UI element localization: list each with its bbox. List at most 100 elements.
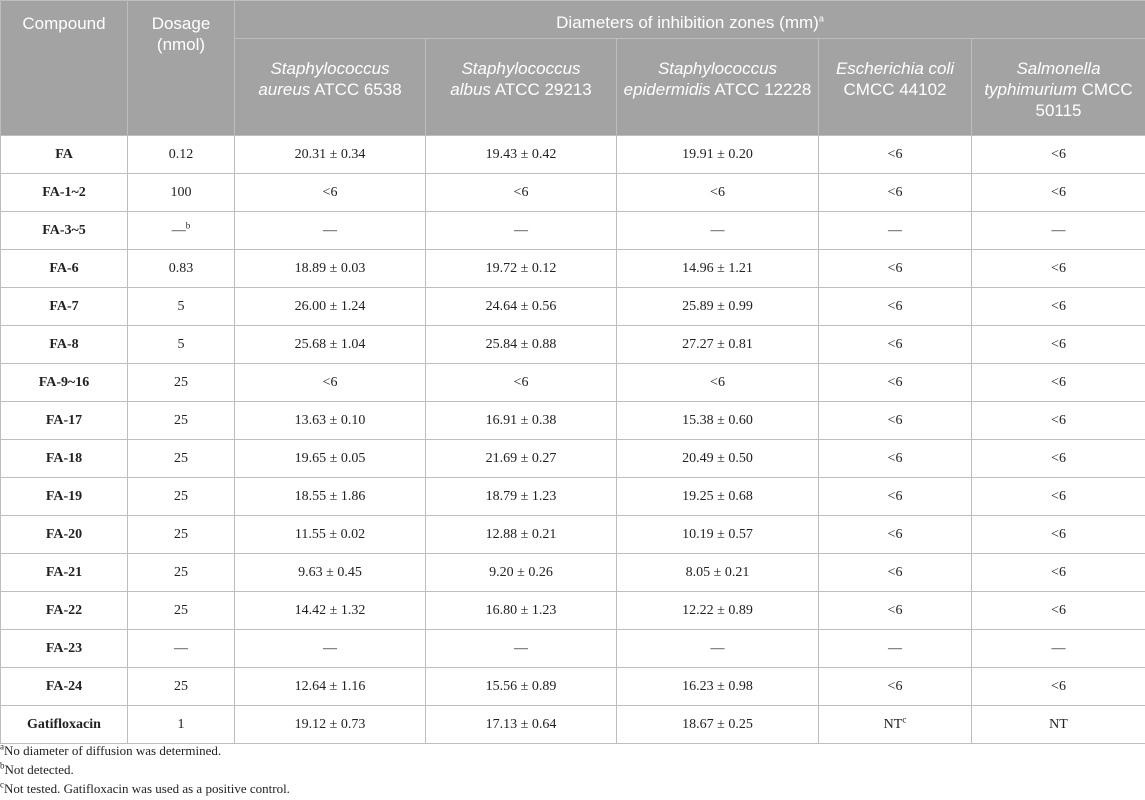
value-cell: <6 [818, 477, 972, 516]
table-row: FA-23— — — — — — [0, 629, 1145, 668]
table-row: FA-17 25 13.63 ± 0.10 16.91 ± 0.38 15.38 ± 0… [0, 401, 1145, 440]
dosage-cell: — [127, 629, 235, 668]
value-cell: 15.38 ± 0.60 [616, 401, 819, 440]
value-cell: 14.42 ± 1.32 [234, 591, 426, 630]
compound-cell: FA-19 [0, 477, 128, 516]
header-organism: Salmonella typhimurium CMCC 50115 [971, 38, 1145, 136]
value-cell: 15.56 ± 0.89 [425, 667, 617, 706]
value-cell: 17.13 ± 0.64 [425, 705, 617, 744]
value-cell: <6 [818, 553, 972, 592]
value-cell: 18.89 ± 0.03 [234, 249, 426, 288]
value-cell: 25.68 ± 1.04 [234, 325, 426, 364]
dosage-cell: 25 [127, 515, 235, 554]
dosage-cell: 0.83 [127, 249, 235, 288]
value-cell: <6 [971, 401, 1145, 440]
compound-cell: FA-23 [0, 629, 128, 668]
value-cell: <6 [818, 401, 972, 440]
value-cell: 19.91 ± 0.20 [616, 135, 819, 174]
value-cell: <6 [818, 515, 972, 554]
dosage-cell: —b [127, 211, 235, 250]
header-organism: Staphylococcus aureus ATCC 6538 [234, 38, 426, 136]
value-cell: <6 [818, 591, 972, 630]
table-row: FA-9~16 25 <6 <6 <6 <6 <6 [0, 363, 1145, 402]
dosage-cell: 5 [127, 287, 235, 326]
dosage-cell: 25 [127, 401, 235, 440]
inhibition-zone-table: Compound Dosage (nmol) Diameters of inhib… [0, 0, 1145, 744]
value-cell: 21.69 ± 0.27 [425, 439, 617, 478]
dosage-cell: 5 [127, 325, 235, 364]
value-cell: 25.84 ± 0.88 [425, 325, 617, 364]
value-cell: <6 [818, 249, 972, 288]
compound-cell: FA-17 [0, 401, 128, 440]
value-cell: 20.49 ± 0.50 [616, 439, 819, 478]
dosage-cell: 100 [127, 173, 235, 212]
value-cell: — [818, 629, 972, 668]
value-cell: NTc [818, 705, 972, 744]
value-cell: <6 [971, 439, 1145, 478]
header-organism: Staphylococcus epidermidis ATCC 12228 [616, 38, 819, 136]
value-cell: <6 [616, 363, 819, 402]
value-cell: 18.79 ± 1.23 [425, 477, 617, 516]
value-cell: NT [971, 705, 1145, 744]
value-cell: <6 [818, 325, 972, 364]
value-cell: <6 [971, 325, 1145, 364]
compound-cell: Gatifloxacin [0, 705, 128, 744]
value-cell: 26.00 ± 1.24 [234, 287, 426, 326]
table-row: FA-1~2 100 <6 <6 <6 <6 <6 [0, 173, 1145, 212]
compound-cell: FA-7 [0, 287, 128, 326]
value-cell: <6 [818, 287, 972, 326]
value-cell: 9.63 ± 0.45 [234, 553, 426, 592]
value-cell: 16.91 ± 0.38 [425, 401, 617, 440]
value-cell: 11.55 ± 0.02 [234, 515, 426, 554]
value-cell: 18.67 ± 0.25 [616, 705, 819, 744]
compound-cell: FA-9~16 [0, 363, 128, 402]
value-cell: 24.64 ± 0.56 [425, 287, 617, 326]
table-row: FA 0.12 20.31 ± 0.34 19.43 ± 0.42 19.91 ± 0.… [0, 135, 1145, 174]
value-cell: <6 [425, 173, 617, 212]
table-row: FA-7 5 26.00 ± 1.24 24.64 ± 0.56 25.89 ± 0.9… [0, 287, 1145, 326]
compound-cell: FA-21 [0, 553, 128, 592]
value-cell: <6 [425, 363, 617, 402]
value-cell: — [425, 211, 617, 250]
value-cell: 12.22 ± 0.89 [616, 591, 819, 630]
dosage-cell: 25 [127, 667, 235, 706]
value-cell: <6 [234, 173, 426, 212]
value-cell: <6 [971, 667, 1145, 706]
value-cell: <6 [234, 363, 426, 402]
value-cell: 19.43 ± 0.42 [425, 135, 617, 174]
compound-cell: FA [0, 135, 128, 174]
footnote: aNo diameter of diffusion was determined… [0, 741, 222, 758]
value-cell: — [971, 211, 1145, 250]
value-cell: — [818, 211, 972, 250]
compound-cell: FA-1~2 [0, 173, 128, 212]
value-cell: 19.65 ± 0.05 [234, 439, 426, 478]
table-row: FA-21 25 9.63 ± 0.45 9.20 ± 0.26 8.05 ± 0.21… [0, 553, 1145, 592]
compound-cell: FA-3~5 [0, 211, 128, 250]
value-cell: 8.05 ± 0.21 [616, 553, 819, 592]
value-cell: — [971, 629, 1145, 668]
compound-cell: FA-6 [0, 249, 128, 288]
table-row: FA-24 25 12.64 ± 1.16 15.56 ± 0.89 16.23 ± 0… [0, 667, 1145, 706]
value-cell: 19.72 ± 0.12 [425, 249, 617, 288]
dosage-cell: 25 [127, 477, 235, 516]
table-row: FA-19 25 18.55 ± 1.86 18.79 ± 1.23 19.25 ± 0… [0, 477, 1145, 516]
value-cell: 19.25 ± 0.68 [616, 477, 819, 516]
header-organism: Staphylococcus albus ATCC 29213 [425, 38, 617, 136]
header-compound: Compound [0, 0, 128, 136]
footnote: bNot detected. [0, 760, 74, 777]
value-cell: 27.27 ± 0.81 [616, 325, 819, 364]
table-row: Gatifloxacin 1 19.12 ± 0.73 17.13 ± 0.64 18.… [0, 705, 1145, 744]
value-cell: — [616, 211, 819, 250]
compound-cell: FA-24 [0, 667, 128, 706]
compound-cell: FA-20 [0, 515, 128, 554]
value-cell: 25.89 ± 0.99 [616, 287, 819, 326]
table-row: FA-3~5 —b — — — — — [0, 211, 1145, 250]
value-cell: <6 [818, 667, 972, 706]
dosage-cell: 1 [127, 705, 235, 744]
value-cell: <6 [971, 363, 1145, 402]
value-cell: <6 [818, 135, 972, 174]
table-row: FA-18 25 19.65 ± 0.05 21.69 ± 0.27 20.49 ± 0… [0, 439, 1145, 478]
value-cell: <6 [818, 363, 972, 402]
value-cell: 13.63 ± 0.10 [234, 401, 426, 440]
value-cell: <6 [971, 249, 1145, 288]
